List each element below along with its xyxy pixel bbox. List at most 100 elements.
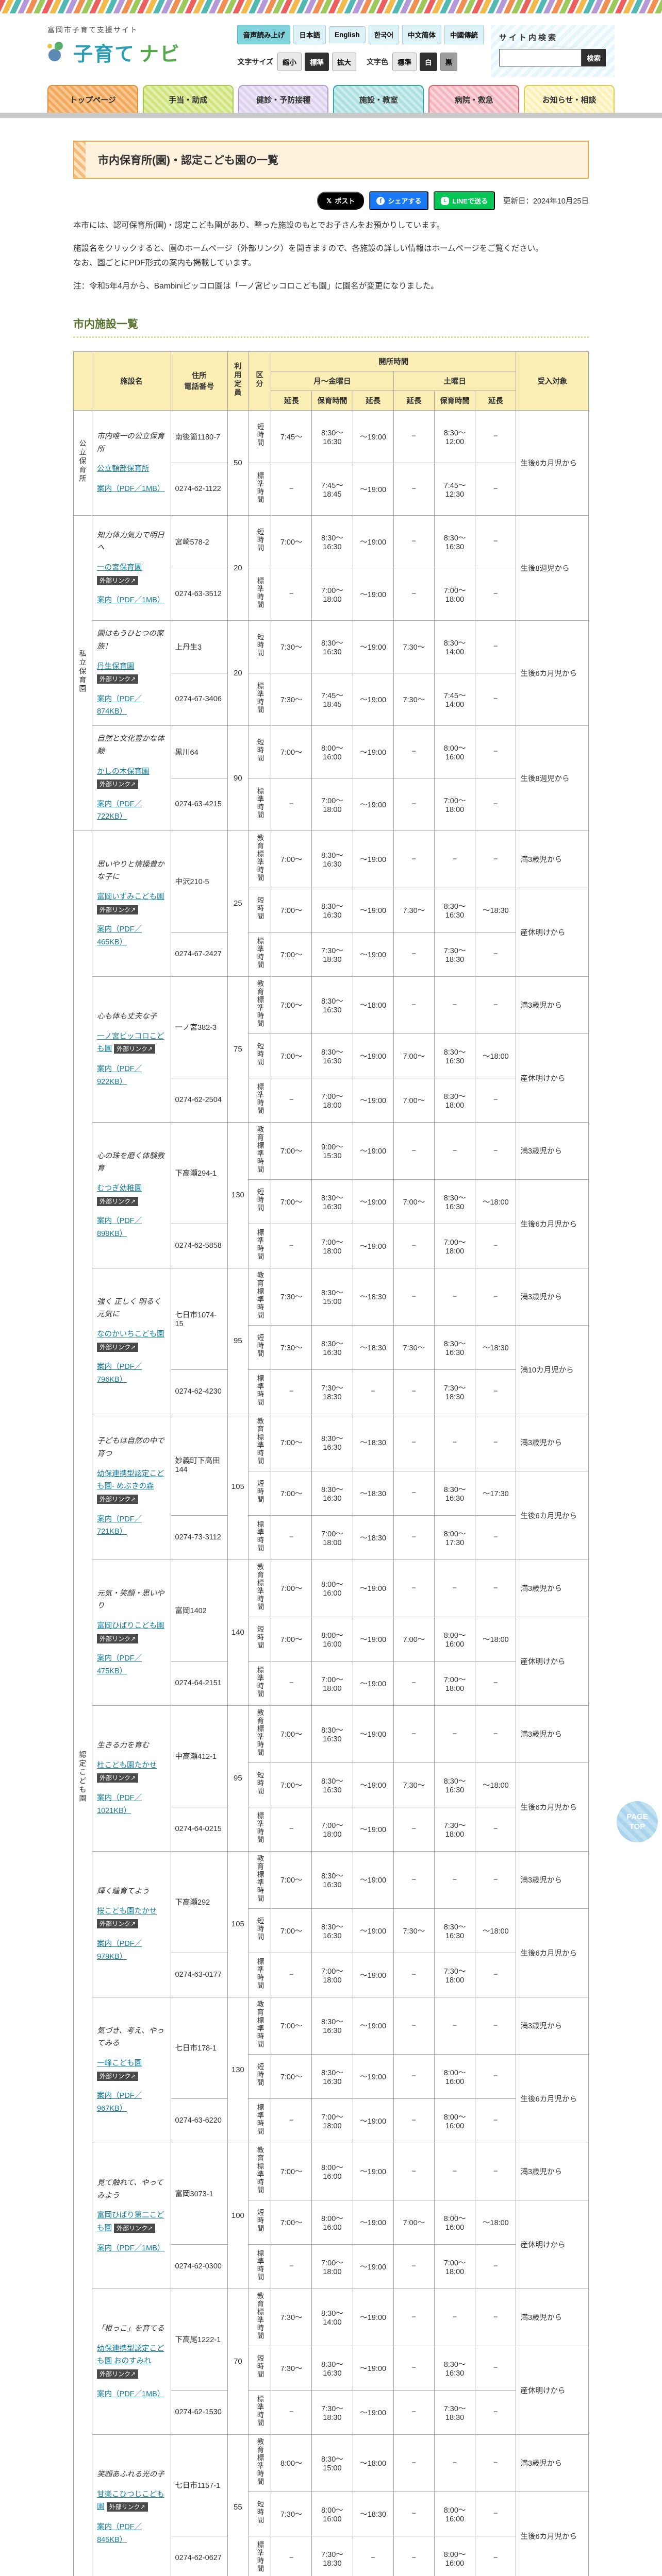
facility-pdf-link[interactable]: 案内（PDF／874KB） — [97, 694, 142, 716]
time-cell: 7:00～ 18:00 — [434, 777, 476, 831]
facility-pdf-link[interactable]: 案内（PDF／898KB） — [97, 1217, 142, 1238]
time-cell: ～19:00 — [352, 410, 394, 463]
time-cell: ～19:00 — [352, 1077, 394, 1123]
tts-button[interactable]: 音声読み上げ — [237, 25, 291, 44]
line-share-button[interactable]: L LINEで送る — [434, 191, 495, 210]
time-cell: 8:00～ 16:00 — [311, 1616, 353, 1662]
time-cell: 7:00～ — [271, 1762, 312, 1807]
tab-top-page[interactable]: トップページ — [47, 85, 138, 113]
facility-link[interactable]: 富岡いずみこども園 — [97, 893, 164, 902]
facebook-share-button[interactable]: f シェアする — [369, 191, 429, 210]
time-cell: 7:00～ — [271, 1705, 312, 1763]
facility-link[interactable]: 杜こども園たかせ — [97, 1761, 157, 1770]
facility-row: 子どもは自然の中で育つ 幼保連携型認定こども園- めぶきの森 外部リンク↗ 案内（P… — [74, 1413, 589, 1560]
time-cell: − — [393, 2288, 435, 2346]
site-search-input[interactable] — [499, 49, 582, 66]
tab-checkup-vaccination[interactable]: 健診・予防接種 — [238, 85, 329, 113]
lang-chinese-traditional-button[interactable]: 中國傳統 — [444, 25, 484, 44]
time-cell: − — [475, 567, 517, 621]
lang-korean-button[interactable]: 한국어 — [368, 25, 399, 44]
time-cell: 7:00～ 18:00 — [311, 567, 353, 621]
tab-hospital-emergency[interactable]: 病院・救急 — [428, 85, 520, 113]
facility-row: 0274-67-3406 標準時間 7:30～ 7:45～ 18:45 ～19:00 7:… — [74, 672, 589, 726]
facility-link[interactable]: 一峰こども園 — [97, 2059, 142, 2068]
time-cell: 7:00～ — [271, 2054, 312, 2099]
time-cell: 8:30～ 16:30 — [311, 830, 353, 888]
time-cell: 8:00～ 16:00 — [311, 2142, 353, 2200]
font-size-small-button[interactable]: 縮小 — [277, 53, 302, 71]
lang-chinese-simplified-button[interactable]: 中文简体 — [402, 25, 441, 44]
time-cell: ～19:00 — [352, 567, 394, 621]
time-cell: 7:30～ — [271, 2491, 312, 2536]
facility-pdf-link[interactable]: 案内（PDF／1MB） — [97, 2389, 165, 2398]
facility-link[interactable]: 一の宮保育園 — [97, 563, 142, 572]
font-size-large-button[interactable]: 拡大 — [332, 53, 357, 71]
x-post-button[interactable]: 𝕏 ポスト — [317, 192, 365, 210]
time-cell: − — [434, 830, 476, 888]
facility-pdf-link[interactable]: 案内（PDF／1MB） — [97, 2244, 165, 2252]
facility-pdf-link[interactable]: 案内（PDF／967KB） — [97, 2092, 142, 2113]
facility-pdf-link[interactable]: 案内（PDF／475KB） — [97, 1654, 142, 1675]
facility-link[interactable]: 桜こども園たかせ — [97, 1907, 157, 1916]
capacity-cell: 140 — [227, 1559, 249, 1706]
kubun-cell: 教育標準時間 — [247, 2142, 272, 2200]
time-cell: 7:00～ — [271, 1122, 312, 1180]
site-search-button[interactable]: 検索 — [582, 49, 606, 66]
facility-row: 元気・笑顔・思いやり 富岡ひばりこども園 外部リンク↗ 案内（PDF／475KB） 富… — [74, 1559, 589, 1706]
facility-row: 見て触れて、やってみよう 富岡ひばり第二こども園 外部リンク↗ 案内（PDF／1MB… — [74, 2142, 589, 2289]
tab-facilities-classes[interactable]: 施設・教室 — [333, 85, 424, 113]
time-cell: 8:30～ 16:30 — [311, 1705, 353, 1763]
site-logo[interactable]: 富岡市子育て支援サイト 子育て ナビ — [47, 25, 180, 66]
lang-japanese-button[interactable]: 日本語 — [293, 25, 326, 44]
page-top-button[interactable]: PAGE TOP — [617, 1801, 658, 1842]
time-cell: − — [393, 1660, 435, 1706]
target-cell: 生後6カ月児から — [516, 1470, 589, 1560]
facility-catchphrase: 元気・笑顔・思いやり — [97, 1589, 164, 1611]
facility-pdf-link[interactable]: 案内（PDF／796KB） — [97, 1363, 142, 1384]
facility-link[interactable]: なのかいちこども園 — [97, 1330, 164, 1339]
facility-row: 公立保育所 市内唯一の公立保育所 公立額部保育所 案内（PDF／1MB） 南後箇1180… — [73, 410, 589, 516]
color-black-button[interactable]: 黒 — [440, 53, 458, 71]
facility-pdf-link[interactable]: 案内（PDF／721KB） — [97, 1515, 142, 1536]
time-cell: 7:30～ 18:30 — [311, 1369, 353, 1414]
color-white-button[interactable]: 白 — [420, 53, 437, 71]
facility-pdf-link[interactable]: 案内（PDF／1021KB） — [97, 1794, 142, 1815]
time-cell: 7:00～ — [393, 2199, 435, 2245]
line-icon: L — [441, 196, 450, 205]
facility-link[interactable]: かしの木保育園 — [97, 767, 150, 776]
time-cell: ～18:00 — [475, 1616, 517, 1662]
facility-link[interactable]: むつぎ幼稚園 — [97, 1184, 142, 1193]
time-cell: ～19:00 — [352, 777, 394, 831]
facility-link[interactable]: 一ノ宮ピッコロこども園 — [97, 1032, 164, 1054]
time-cell: ～18:30 — [352, 1267, 394, 1326]
facility-link[interactable]: 富岡ひばりこども園 — [97, 1622, 164, 1631]
facility-pdf-link[interactable]: 案内（PDF／1MB） — [97, 484, 165, 493]
facility-pdf-link[interactable]: 案内（PDF／922KB） — [97, 1065, 142, 1086]
time-cell: 7:00～ 18:00 — [434, 2244, 476, 2289]
time-cell: − — [393, 1806, 435, 1852]
tab-news-consultation[interactable]: お知らせ・相談 — [524, 85, 615, 113]
facility-link[interactable]: 丹生保育園 — [97, 662, 135, 671]
facility-link[interactable]: 富岡ひばり第二こども園 — [97, 2211, 164, 2232]
header-extension: 延長 — [352, 390, 394, 411]
tab-allowance-subsidy[interactable]: 手当・助成 — [142, 85, 234, 113]
facility-pdf-link[interactable]: 案内（PDF／722KB） — [97, 800, 142, 821]
phone-cell: 0274-73-3112 — [170, 1515, 228, 1560]
facility-pdf-link[interactable]: 案内（PDF／1MB） — [97, 596, 165, 605]
facility-link[interactable]: 公立額部保育所 — [97, 465, 150, 473]
kubun-cell: 標準時間 — [247, 1223, 272, 1268]
facility-pdf-link[interactable]: 案内（PDF／979KB） — [97, 1940, 142, 1961]
facility-pdf-link[interactable]: 案内（PDF／465KB） — [97, 925, 142, 946]
facility-row: 気づき、考え、やってみる 一峰こども園 外部リンク↗ 案内（PDF／967KB） 七日… — [74, 1996, 589, 2143]
facility-link[interactable]: 幼保連携型認定こども園- めぶきの森 — [97, 1469, 164, 1491]
color-normal-button[interactable]: 標準 — [392, 53, 417, 71]
external-link-badge: 外部リンク↗ — [97, 575, 139, 585]
time-cell: − — [475, 1122, 517, 1180]
kubun-cell: 教育標準時間 — [247, 1122, 272, 1180]
facility-link[interactable]: 幼保連携型認定こども園 おのすみれ — [97, 2344, 164, 2366]
facility-row: 園はもうひとつの家族！ 丹生保育園 外部リンク↗ 案内（PDF／874KB） 上丹生3… — [74, 620, 589, 726]
facility-pdf-link[interactable]: 案内（PDF／845KB） — [97, 2523, 142, 2544]
lang-english-button[interactable]: English — [328, 26, 366, 43]
facility-link[interactable]: 甘楽こひつじこども園 — [97, 2490, 164, 2512]
font-size-normal-button[interactable]: 標準 — [305, 53, 329, 71]
